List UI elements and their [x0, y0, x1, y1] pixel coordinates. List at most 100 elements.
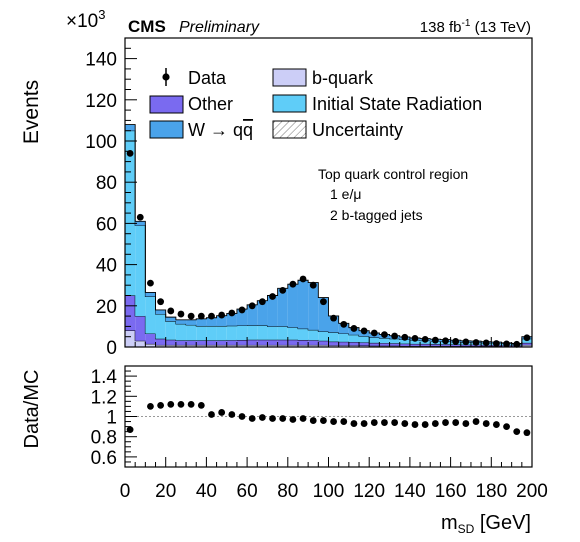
bar-wqq-bin-6	[186, 319, 197, 325]
legend-isr: Initial State Radiation	[272, 94, 482, 114]
bar-isr-bin-25	[379, 338, 390, 344]
bar-isr-bin-2	[145, 296, 156, 334]
data-point-17	[299, 275, 307, 283]
legend-uncertainty: Uncertainty	[272, 120, 403, 140]
y-tick-label-20: 20	[96, 297, 117, 318]
data-point-7	[197, 312, 205, 320]
data-point-4	[167, 307, 175, 315]
bar-isr-bin-26	[389, 338, 400, 344]
bar-isr-bin-22	[348, 334, 360, 343]
data-point-22	[350, 325, 358, 332]
bar-other-bin-8	[206, 340, 217, 345]
bar-other-bin-10	[226, 340, 237, 345]
ratio-point-13	[269, 415, 276, 422]
legend-other: Other	[149, 94, 233, 114]
ratio-point-24	[381, 419, 388, 426]
ratio-point-20	[340, 418, 348, 425]
x-tick-label-120: 120	[353, 481, 385, 502]
ratio-point-11	[248, 415, 256, 422]
bar-wqq-bin-4	[165, 317, 176, 322]
ratio-point-38	[523, 429, 531, 437]
region-annotation-2: 1 e/μ	[330, 186, 361, 202]
ratio-point-3	[167, 400, 175, 408]
data-point-33	[462, 338, 470, 346]
ratio-point-8	[218, 409, 226, 416]
preliminary-label: Preliminary	[179, 19, 260, 36]
bar-isr-bin-8	[206, 325, 217, 341]
bar-wqq-bin-17	[297, 280, 309, 329]
ratio-point-21	[350, 420, 358, 427]
data-points	[126, 149, 531, 348]
bar-other-bin-28	[409, 343, 421, 346]
bar-wqq-bin-5	[175, 319, 187, 324]
bar-other-bin-27	[399, 343, 410, 346]
data-point-1	[136, 213, 144, 221]
bar-isr-bin-7	[196, 325, 207, 341]
bar-isr-bin-6	[186, 324, 197, 341]
data-point-19	[320, 298, 327, 306]
x-tick-label-100: 100	[313, 481, 345, 502]
ratio-x-axis: 0 20 40 60 80 100 120 140 160 180 200	[120, 457, 548, 502]
ratio-point-35	[492, 421, 500, 428]
bar-isr-bin-3	[155, 314, 166, 339]
ratio-point-19	[330, 418, 337, 425]
ratio-point-34	[482, 420, 490, 427]
bar-isr-bin-5	[175, 323, 187, 341]
svg-text:b-quark: b-quark	[312, 68, 374, 88]
svg-text:Other: Other	[188, 94, 233, 114]
bar-bquark-bin-14	[267, 344, 278, 347]
bar-bquark-bin-1	[135, 340, 146, 347]
bar-bquark-bin-22	[348, 345, 360, 347]
bar-other-bin-39	[521, 342, 532, 345]
bar-bquark-bin-17	[297, 344, 309, 347]
bar-isr-bin-17	[297, 328, 309, 340]
bar-other-bin-31	[440, 344, 451, 346]
ratio-point-15	[289, 416, 297, 423]
legend-swatch-other	[149, 95, 184, 114]
bar-bquark-bin-5	[175, 344, 187, 347]
y-tick-label-80: 80	[96, 173, 117, 194]
x-tick-label-200: 200	[516, 481, 548, 502]
data-point-2	[147, 279, 154, 287]
legend-swatch-isr	[272, 94, 307, 113]
bar-other-bin-16	[287, 339, 298, 345]
main-y-axis: 0 20 40 60 80 100 120 140	[85, 47, 137, 359]
ratio-point-27	[411, 421, 419, 428]
bar-bquark-bin-13	[257, 344, 268, 347]
data-point-5	[177, 310, 185, 318]
ratio-point-31	[452, 419, 460, 426]
legend-swatch-uncertainty	[272, 120, 307, 139]
ratio-y-axis: 0.60.811.21.4	[91, 365, 137, 469]
bar-other-bin-32	[450, 344, 461, 347]
cms-label: CMS	[128, 17, 166, 36]
data-point-10	[228, 309, 236, 317]
bar-wqq-bin-21	[338, 323, 349, 334]
x-tick-label-180: 180	[475, 481, 507, 502]
bar-other-bin-22	[348, 342, 360, 346]
ratio-point-36	[503, 423, 510, 430]
region-annotation-3: 2 b-tagged jets	[330, 207, 423, 223]
legend-bquark: b-quark	[272, 68, 374, 88]
bar-wqq-bin-3	[155, 309, 166, 315]
data-point-11	[238, 306, 246, 314]
ratio-y-tick-label-1: 1	[106, 408, 117, 429]
x-tick-label-60: 60	[237, 481, 258, 502]
ratio-point-12	[258, 414, 266, 421]
bar-isr-bin-19	[318, 331, 329, 341]
ratio-y-axis-label: Data/MC	[21, 370, 43, 449]
stacked-histogram	[125, 124, 532, 347]
x-tick-label-80: 80	[277, 481, 298, 502]
ratio-point-25	[391, 419, 399, 426]
outline-wqq	[125, 124, 532, 347]
bar-bquark-bin-18	[308, 344, 319, 347]
bar-other-bin-9	[216, 340, 227, 345]
bar-other-bin-15	[277, 339, 288, 345]
data-point-27	[401, 333, 409, 341]
bar-wqq-bin-14	[267, 295, 278, 327]
ratio-point-28	[421, 421, 429, 428]
bar-bquark-bin-23	[359, 345, 370, 347]
bar-wqq-bin-8	[206, 317, 217, 326]
legend: Data Other W → qq b-quark Initial State …	[149, 68, 482, 140]
y-tick-label-60: 60	[96, 214, 117, 235]
ratio-point-10	[238, 413, 246, 420]
